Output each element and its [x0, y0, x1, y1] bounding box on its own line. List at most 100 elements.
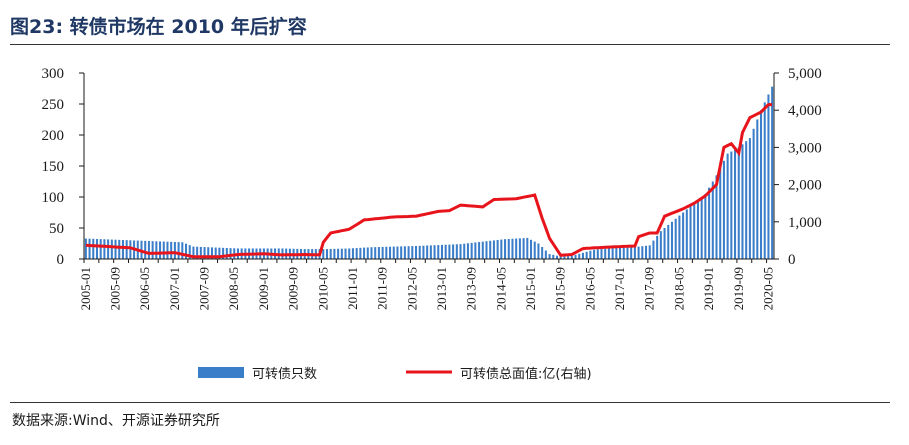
- x-tick-label: 2009-09: [286, 267, 301, 310]
- bar: [210, 247, 213, 260]
- y-left-tick-label: 200: [42, 128, 65, 144]
- bar: [600, 249, 603, 259]
- bar: [474, 242, 477, 259]
- bar: [500, 239, 503, 259]
- bar: [125, 240, 128, 259]
- bar: [333, 248, 336, 259]
- line-series-face-value: [85, 103, 773, 259]
- x-tick-label: 2007-01: [167, 267, 182, 310]
- bar: [377, 247, 380, 259]
- bar: [745, 141, 748, 259]
- bar: [444, 244, 447, 259]
- bar: [407, 246, 410, 259]
- bar: [433, 245, 436, 259]
- bar: [615, 247, 618, 259]
- bar: [396, 246, 399, 259]
- y-left-tick-label: 250: [42, 97, 65, 113]
- bar: [518, 238, 521, 259]
- bar: [337, 248, 340, 259]
- bar: [678, 215, 681, 259]
- bar: [559, 256, 562, 259]
- bar: [159, 241, 162, 259]
- bar: [415, 245, 418, 259]
- bar: [656, 235, 659, 259]
- bar: [118, 239, 121, 259]
- bar: [511, 238, 514, 259]
- bar: [155, 241, 158, 259]
- bar: [440, 244, 443, 259]
- bar: [225, 248, 228, 259]
- bar: [229, 248, 232, 259]
- bar: [515, 238, 518, 259]
- bar: [682, 212, 685, 259]
- bar: [381, 246, 384, 259]
- bar: [622, 247, 625, 259]
- bar: [110, 239, 113, 259]
- bar: [385, 246, 388, 259]
- bar: [485, 241, 488, 259]
- bar: [366, 247, 369, 259]
- bar: [107, 239, 110, 259]
- bar: [522, 238, 525, 259]
- y-left-tick-label: 0: [57, 252, 65, 268]
- bar: [429, 245, 432, 259]
- bar: [344, 248, 347, 259]
- bar: [170, 241, 173, 259]
- bar: [103, 239, 106, 259]
- bar: [359, 247, 362, 259]
- bar: [555, 255, 558, 259]
- y-right-tick-label: 3,000: [788, 140, 822, 156]
- bar: [537, 243, 540, 259]
- bar: [329, 248, 332, 259]
- bar: [218, 247, 221, 259]
- bar: [95, 238, 98, 259]
- bar: [351, 248, 354, 259]
- bar: [199, 246, 202, 259]
- bar: [192, 246, 195, 259]
- bar: [496, 239, 499, 259]
- figure-title: 图23: 转债市场在 2010 年后扩容: [10, 16, 307, 38]
- bar: [322, 249, 325, 259]
- x-tick-label: 2006-05: [137, 267, 152, 310]
- bar: [685, 209, 688, 259]
- bar: [726, 153, 729, 259]
- y-left-tick-label: 50: [49, 221, 64, 237]
- bar: [374, 247, 377, 259]
- bar: [641, 246, 644, 259]
- bar: [426, 245, 429, 259]
- bar: [667, 224, 670, 259]
- bar: [581, 252, 584, 259]
- bar: [630, 247, 633, 259]
- bar: [689, 206, 692, 259]
- bar: [214, 247, 217, 259]
- bar: [604, 248, 607, 259]
- bar: [207, 247, 210, 259]
- x-tick-label: 2008-05: [226, 267, 241, 310]
- bar: [400, 246, 403, 259]
- bar: [574, 254, 577, 259]
- bar: [734, 149, 737, 259]
- bar: [526, 237, 529, 259]
- bar: [392, 246, 395, 259]
- y-right-tick-label: 0: [788, 252, 796, 268]
- y-left-tick-label: 150: [42, 159, 65, 175]
- bar: [181, 242, 184, 259]
- bar: [177, 242, 180, 259]
- bar: [589, 250, 592, 259]
- x-tick-label: 2016-05: [582, 267, 597, 310]
- bar: [185, 243, 188, 259]
- bar: [648, 245, 651, 259]
- bar: [489, 240, 492, 259]
- legend-label-count: 可转债只数: [252, 367, 317, 382]
- bar: [696, 200, 699, 259]
- bar: [437, 245, 440, 259]
- chart: 0 50 100 150 200 250 300 0 1,000 2,000 3,000 4,000 5…: [42, 66, 822, 382]
- bar: [92, 238, 95, 259]
- bar: [173, 241, 176, 259]
- bar: [663, 228, 666, 259]
- source-note: 数据来源:Wind、开源证券研究所: [12, 413, 220, 429]
- x-tick-label: 2013-01: [434, 267, 449, 310]
- x-tick-label: 2019-01: [701, 267, 716, 310]
- x-tick-label: 2017-01: [612, 267, 627, 310]
- bar: [715, 175, 718, 259]
